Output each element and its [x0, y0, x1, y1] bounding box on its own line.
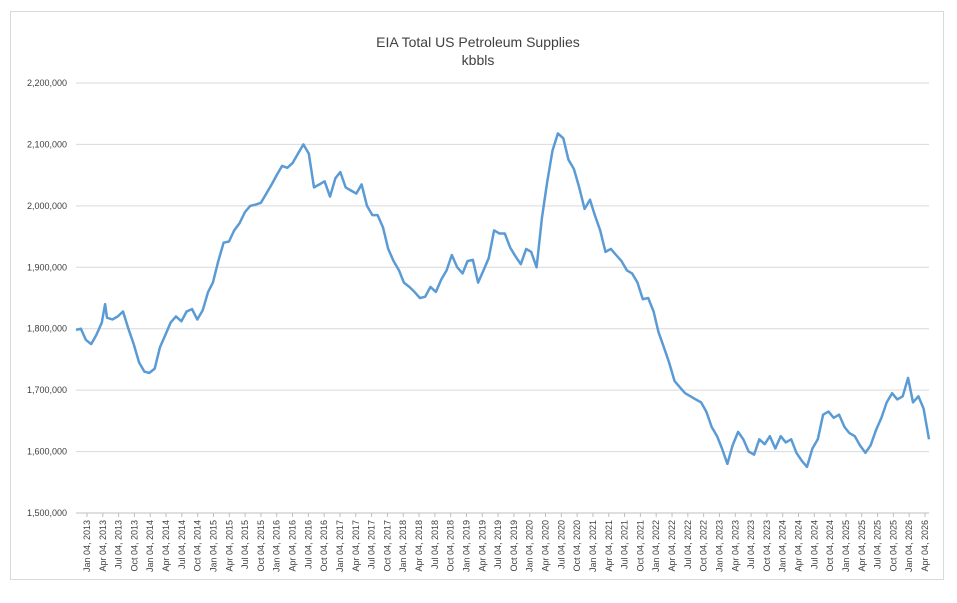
- x-tick-label: Jul 04, 2021: [620, 520, 630, 569]
- x-tick-label: Jan 04, 2015: [208, 520, 218, 572]
- x-tick-label: Oct 04, 2025: [888, 520, 898, 572]
- x-tick-label: Oct 04, 2013: [129, 520, 139, 572]
- x-tick-label: Apr 04, 2022: [667, 520, 677, 572]
- chart-title: EIA Total US Petroleum Supplies: [376, 34, 580, 50]
- line-chart: 1,500,000 1,600,000 1,700,000 1,800,000 1,90…: [27, 78, 931, 572]
- x-tick-label: Oct 04, 2024: [825, 520, 835, 572]
- x-tick-label: Jan 04, 2025: [841, 520, 851, 572]
- x-tick-label: Jan 04, 2018: [398, 520, 408, 572]
- x-tick-label: Apr 04, 2018: [414, 520, 424, 572]
- x-tick-label: Jan 04, 2020: [525, 520, 535, 572]
- x-tick-label: Jan 04, 2016: [272, 520, 282, 572]
- x-tick-label: Jan 04, 2017: [335, 520, 345, 572]
- x-tick-label: Oct 04, 2015: [256, 520, 266, 572]
- x-tick-label: Jan 04, 2013: [82, 520, 92, 572]
- chart-subtitle: kbbls: [461, 52, 495, 68]
- x-tick-label: Jul 04, 2016: [303, 520, 313, 569]
- y-tick-label: 2,000,000: [27, 201, 67, 211]
- series-line: [75, 132, 931, 469]
- x-tick-label: Jul 04, 2022: [683, 520, 693, 569]
- x-tick-label: Jan 04, 2019: [461, 520, 471, 572]
- x-tick-label: Jul 04, 2018: [430, 520, 440, 569]
- chart-area: EIA Total US Petroleum Supplies kbbls 1,…: [10, 11, 944, 580]
- y-tick-label: 1,800,000: [27, 324, 67, 334]
- x-tick-label: Jan 04, 2024: [778, 520, 788, 572]
- y-tick-label: 1,700,000: [27, 385, 67, 395]
- x-tick-label: Jan 04, 2023: [714, 520, 724, 572]
- x-tick-label: Apr 04, 2016: [288, 520, 298, 572]
- x-tick-label: Apr 04, 2023: [730, 520, 740, 572]
- y-tick-label: 2,100,000: [27, 139, 67, 149]
- x-tick-label: Jul 04, 2017: [367, 520, 377, 569]
- y-tick-label: 2,200,000: [27, 78, 67, 88]
- x-tick-label: Jul 04, 2025: [873, 520, 883, 569]
- x-tick-label: Oct 04, 2019: [509, 520, 519, 572]
- x-tick-label: Apr 04, 2025: [857, 520, 867, 572]
- x-tick-label: Oct 04, 2023: [762, 520, 772, 572]
- x-tick-label: Oct 04, 2022: [699, 520, 709, 572]
- x-tick-label: Jul 04, 2014: [177, 520, 187, 569]
- x-tick-label: Jan 04, 2022: [651, 520, 661, 572]
- x-tick-label: Oct 04, 2014: [193, 520, 203, 572]
- x-tick-label: Jul 04, 2015: [240, 520, 250, 569]
- y-tick-label: 1,900,000: [27, 262, 67, 272]
- x-tick-label: Apr 04, 2013: [98, 520, 108, 572]
- x-tick-label: Apr 04, 2024: [794, 520, 804, 572]
- x-tick-label: Apr 04, 2021: [604, 520, 614, 572]
- x-tick-label: Oct 04, 2017: [382, 520, 392, 572]
- x-tick-label: Apr 04, 2026: [920, 520, 930, 572]
- x-tick-label: Apr 04, 2014: [161, 520, 171, 572]
- x-tick-label: Jan 04, 2026: [904, 520, 914, 572]
- y-tick-label: 1,600,000: [27, 447, 67, 457]
- x-tick-label: Apr 04, 2020: [541, 520, 551, 572]
- x-tick-label: Oct 04, 2018: [446, 520, 456, 572]
- x-tick-label: Oct 04, 2016: [319, 520, 329, 572]
- y-tick-label: 1,500,000: [27, 508, 67, 518]
- x-tick-label: Jul 04, 2019: [493, 520, 503, 569]
- x-tick-label: Jul 04, 2023: [746, 520, 756, 569]
- x-tick-label: Oct 04, 2020: [572, 520, 582, 572]
- x-tick-label: Apr 04, 2019: [477, 520, 487, 572]
- x-tick-label: Jul 04, 2013: [114, 520, 124, 569]
- x-tick-label: Jul 04, 2020: [556, 520, 566, 569]
- x-tick-label: Jan 04, 2014: [145, 520, 155, 572]
- x-tick-label: Jul 04, 2024: [809, 520, 819, 569]
- x-tick-label: Apr 04, 2015: [224, 520, 234, 572]
- x-tick-label: Jan 04, 2021: [588, 520, 598, 572]
- x-tick-label: Apr 04, 2017: [351, 520, 361, 572]
- x-tick-label: Oct 04, 2021: [635, 520, 645, 572]
